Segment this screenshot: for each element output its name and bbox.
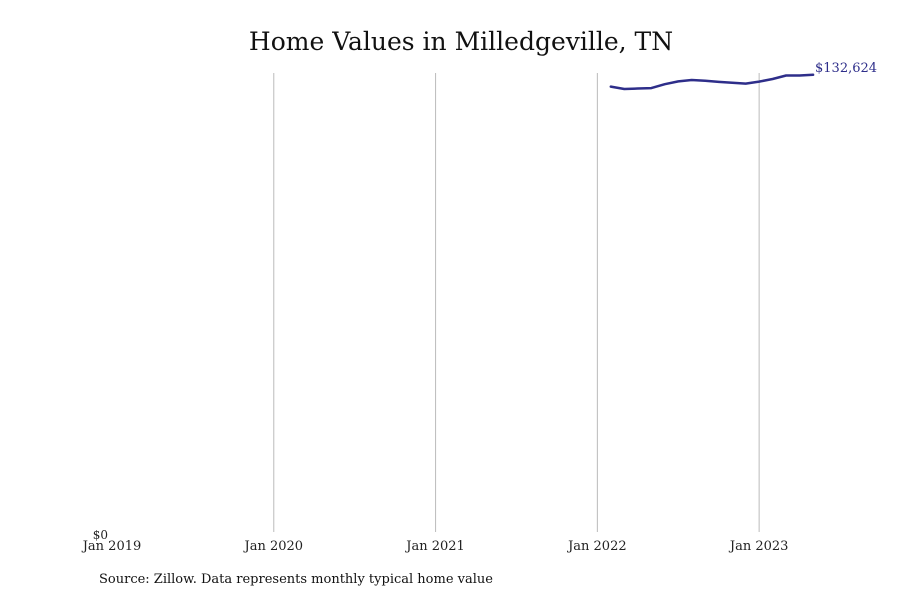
x-tick-label: Jan 2022	[566, 539, 627, 554]
source-note: Source: Zillow. Data represents monthly …	[99, 572, 493, 587]
series-end-label: $132,624	[815, 61, 877, 76]
x-tick-label: Jan 2021	[404, 539, 465, 554]
x-tick-label: Jan 2020	[243, 539, 304, 554]
gridlines	[273, 73, 760, 532]
x-tick-label: Jan 2023	[728, 539, 789, 554]
series-line	[609, 73, 815, 91]
x-tick-label: Jan 2019	[81, 539, 142, 554]
y-tick-label: $0	[93, 528, 108, 542]
chart-title: Home Values in Milledgeville, TN	[249, 27, 673, 56]
x-axis-ticks: Jan 2019 Jan 2020 Jan 2021 Jan 2022 Jan 2023	[81, 539, 789, 554]
